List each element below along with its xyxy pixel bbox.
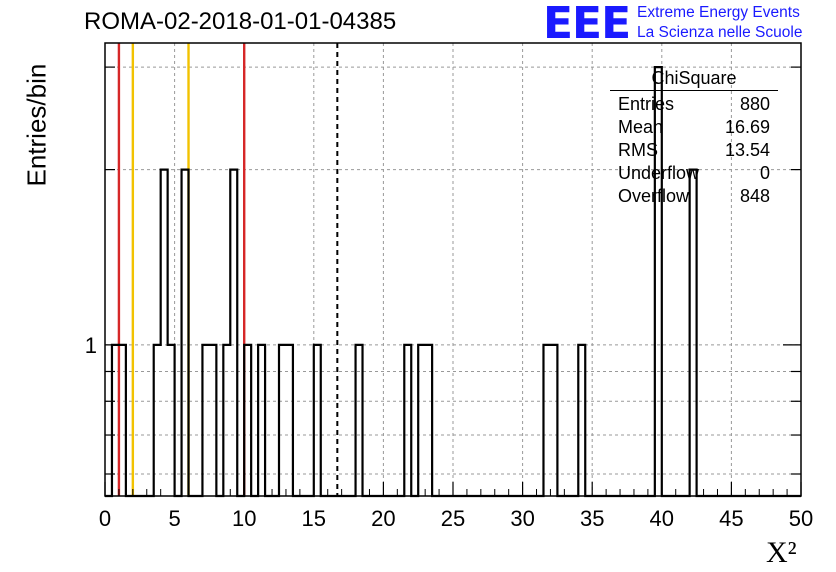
x-tick-label: 10: [232, 506, 256, 531]
axis-ticks: [104, 66, 802, 496]
stats-label: Mean: [618, 117, 664, 137]
x-tick-label: 30: [510, 506, 534, 531]
x-tick-label: 5: [168, 506, 180, 531]
x-tick-label: 45: [719, 506, 743, 531]
stats-label: Underflow: [618, 163, 700, 183]
logo-subtitle-line2: La Scienza nelle Scuole: [637, 24, 803, 41]
reference-lines: [117, 43, 339, 496]
stats-value: 16.69: [724, 117, 770, 137]
histogram-bars: [105, 65, 801, 498]
stats-row-entries: Entries 880: [610, 93, 778, 116]
chart-title: ROMA-02-2018-01-01-04385: [84, 8, 397, 35]
grid-lines: [105, 43, 801, 496]
x-axis-label: X²: [766, 536, 797, 569]
stats-value: 848: [739, 186, 770, 206]
x-tick-label: 35: [580, 506, 604, 531]
stats-label: Overflow: [618, 186, 690, 206]
stats-value: 880: [739, 94, 770, 114]
eee-logo: EEE: [543, 0, 631, 49]
stats-row-mean: Mean 16.69: [610, 116, 778, 139]
x-tick-label: 50: [789, 506, 813, 531]
stats-box: ChiSquare Entries 880 Mean 16.69 RMS 13.…: [610, 68, 778, 208]
stats-row-underflow: Underflow 0: [610, 162, 778, 185]
logo-subtitle-line1: Extreme Energy Events: [637, 4, 800, 21]
stats-label: Entries: [618, 94, 675, 114]
x-tick-label: 40: [650, 506, 674, 531]
stats-row-rms: RMS 13.54: [610, 139, 778, 162]
x-tick-label: 15: [302, 506, 326, 531]
x-tick-label: 25: [441, 506, 465, 531]
axis-tick-labels: 0 5 10 15 20 25 30 35 40 45 50 1: [85, 333, 813, 531]
y-tick-label: 1: [85, 333, 97, 358]
histogram-outline: [105, 65, 801, 498]
x-tick-label: 20: [371, 506, 395, 531]
x-tick-label: 0: [99, 506, 111, 531]
y-axis-label: Entries/bin: [21, 63, 52, 187]
stats-label: RMS: [618, 140, 658, 160]
stats-row-overflow: Overflow 848: [610, 185, 778, 208]
stats-value: 0: [759, 163, 770, 183]
stats-box-title: ChiSquare: [610, 68, 778, 91]
stats-value: 13.54: [724, 140, 770, 160]
